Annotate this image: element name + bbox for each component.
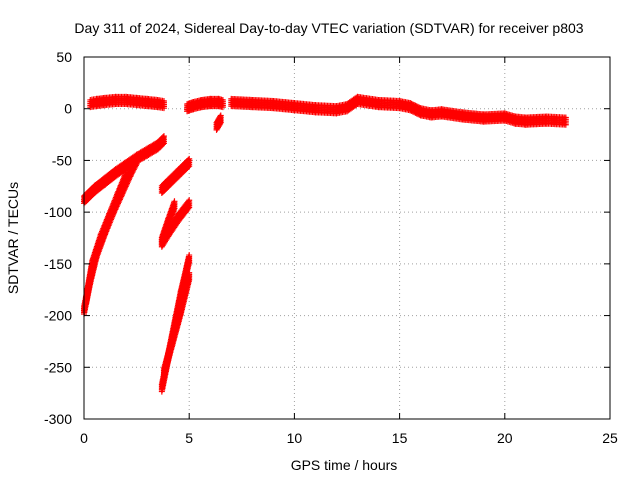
data-point: [185, 205, 192, 212]
y-tick-labels: -300 -250 -200 -150 -100 -50 0 50: [44, 49, 72, 427]
data-points: [81, 93, 569, 395]
y-tick-label: -150: [44, 256, 72, 272]
x-tick-label: 25: [602, 430, 618, 446]
y-tick-label: -250: [44, 359, 72, 375]
series-slope-h: [160, 269, 193, 380]
data-point: [186, 163, 193, 170]
x-tick-label: 5: [185, 430, 193, 446]
series-top-band-b: [184, 95, 226, 115]
series-top-band-c: [213, 112, 224, 133]
x-tick-labels: 0 5 10 15 20 25: [80, 430, 618, 446]
data-point: [185, 164, 192, 171]
x-tick-label: 0: [80, 430, 88, 446]
y-tick-label: -100: [44, 204, 72, 220]
x-tick-label: 20: [497, 430, 513, 446]
y-tick-label: 0: [64, 101, 72, 117]
x-tick-label: 15: [392, 430, 408, 446]
data-point: [186, 259, 193, 266]
data-point: [562, 121, 569, 128]
y-tick-label: -200: [44, 308, 72, 324]
series-slope-c: [83, 169, 130, 307]
data-point: [132, 162, 139, 169]
series-slope-d: [158, 155, 193, 196]
y-axis-label: SDTVAR / TECUs: [5, 182, 21, 294]
x-axis-label: GPS time / hours: [291, 457, 398, 473]
chart-title: Day 311 of 2024, Sidereal Day-to-day VTE…: [74, 20, 583, 36]
data-point: [171, 205, 178, 212]
series-slope-f: [158, 197, 193, 250]
plot-frame: [83, 56, 611, 420]
x-tick-label: 10: [287, 430, 303, 446]
data-point: [159, 141, 166, 148]
data-point: [133, 161, 140, 168]
data-point: [217, 120, 224, 127]
data-point: [186, 204, 193, 211]
data-point: [186, 276, 193, 283]
y-tick-label: 50: [56, 49, 72, 65]
axis-ticks: [83, 56, 611, 420]
data-point: [160, 105, 167, 112]
series-top-band-a: [87, 93, 167, 112]
y-tick-label: -50: [52, 152, 72, 168]
series-top-band-d: [228, 93, 569, 128]
data-point: [217, 119, 224, 126]
data-point: [160, 140, 167, 147]
data-point: [123, 176, 130, 183]
data-point: [219, 104, 226, 111]
y-tick-label: -300: [44, 411, 72, 427]
